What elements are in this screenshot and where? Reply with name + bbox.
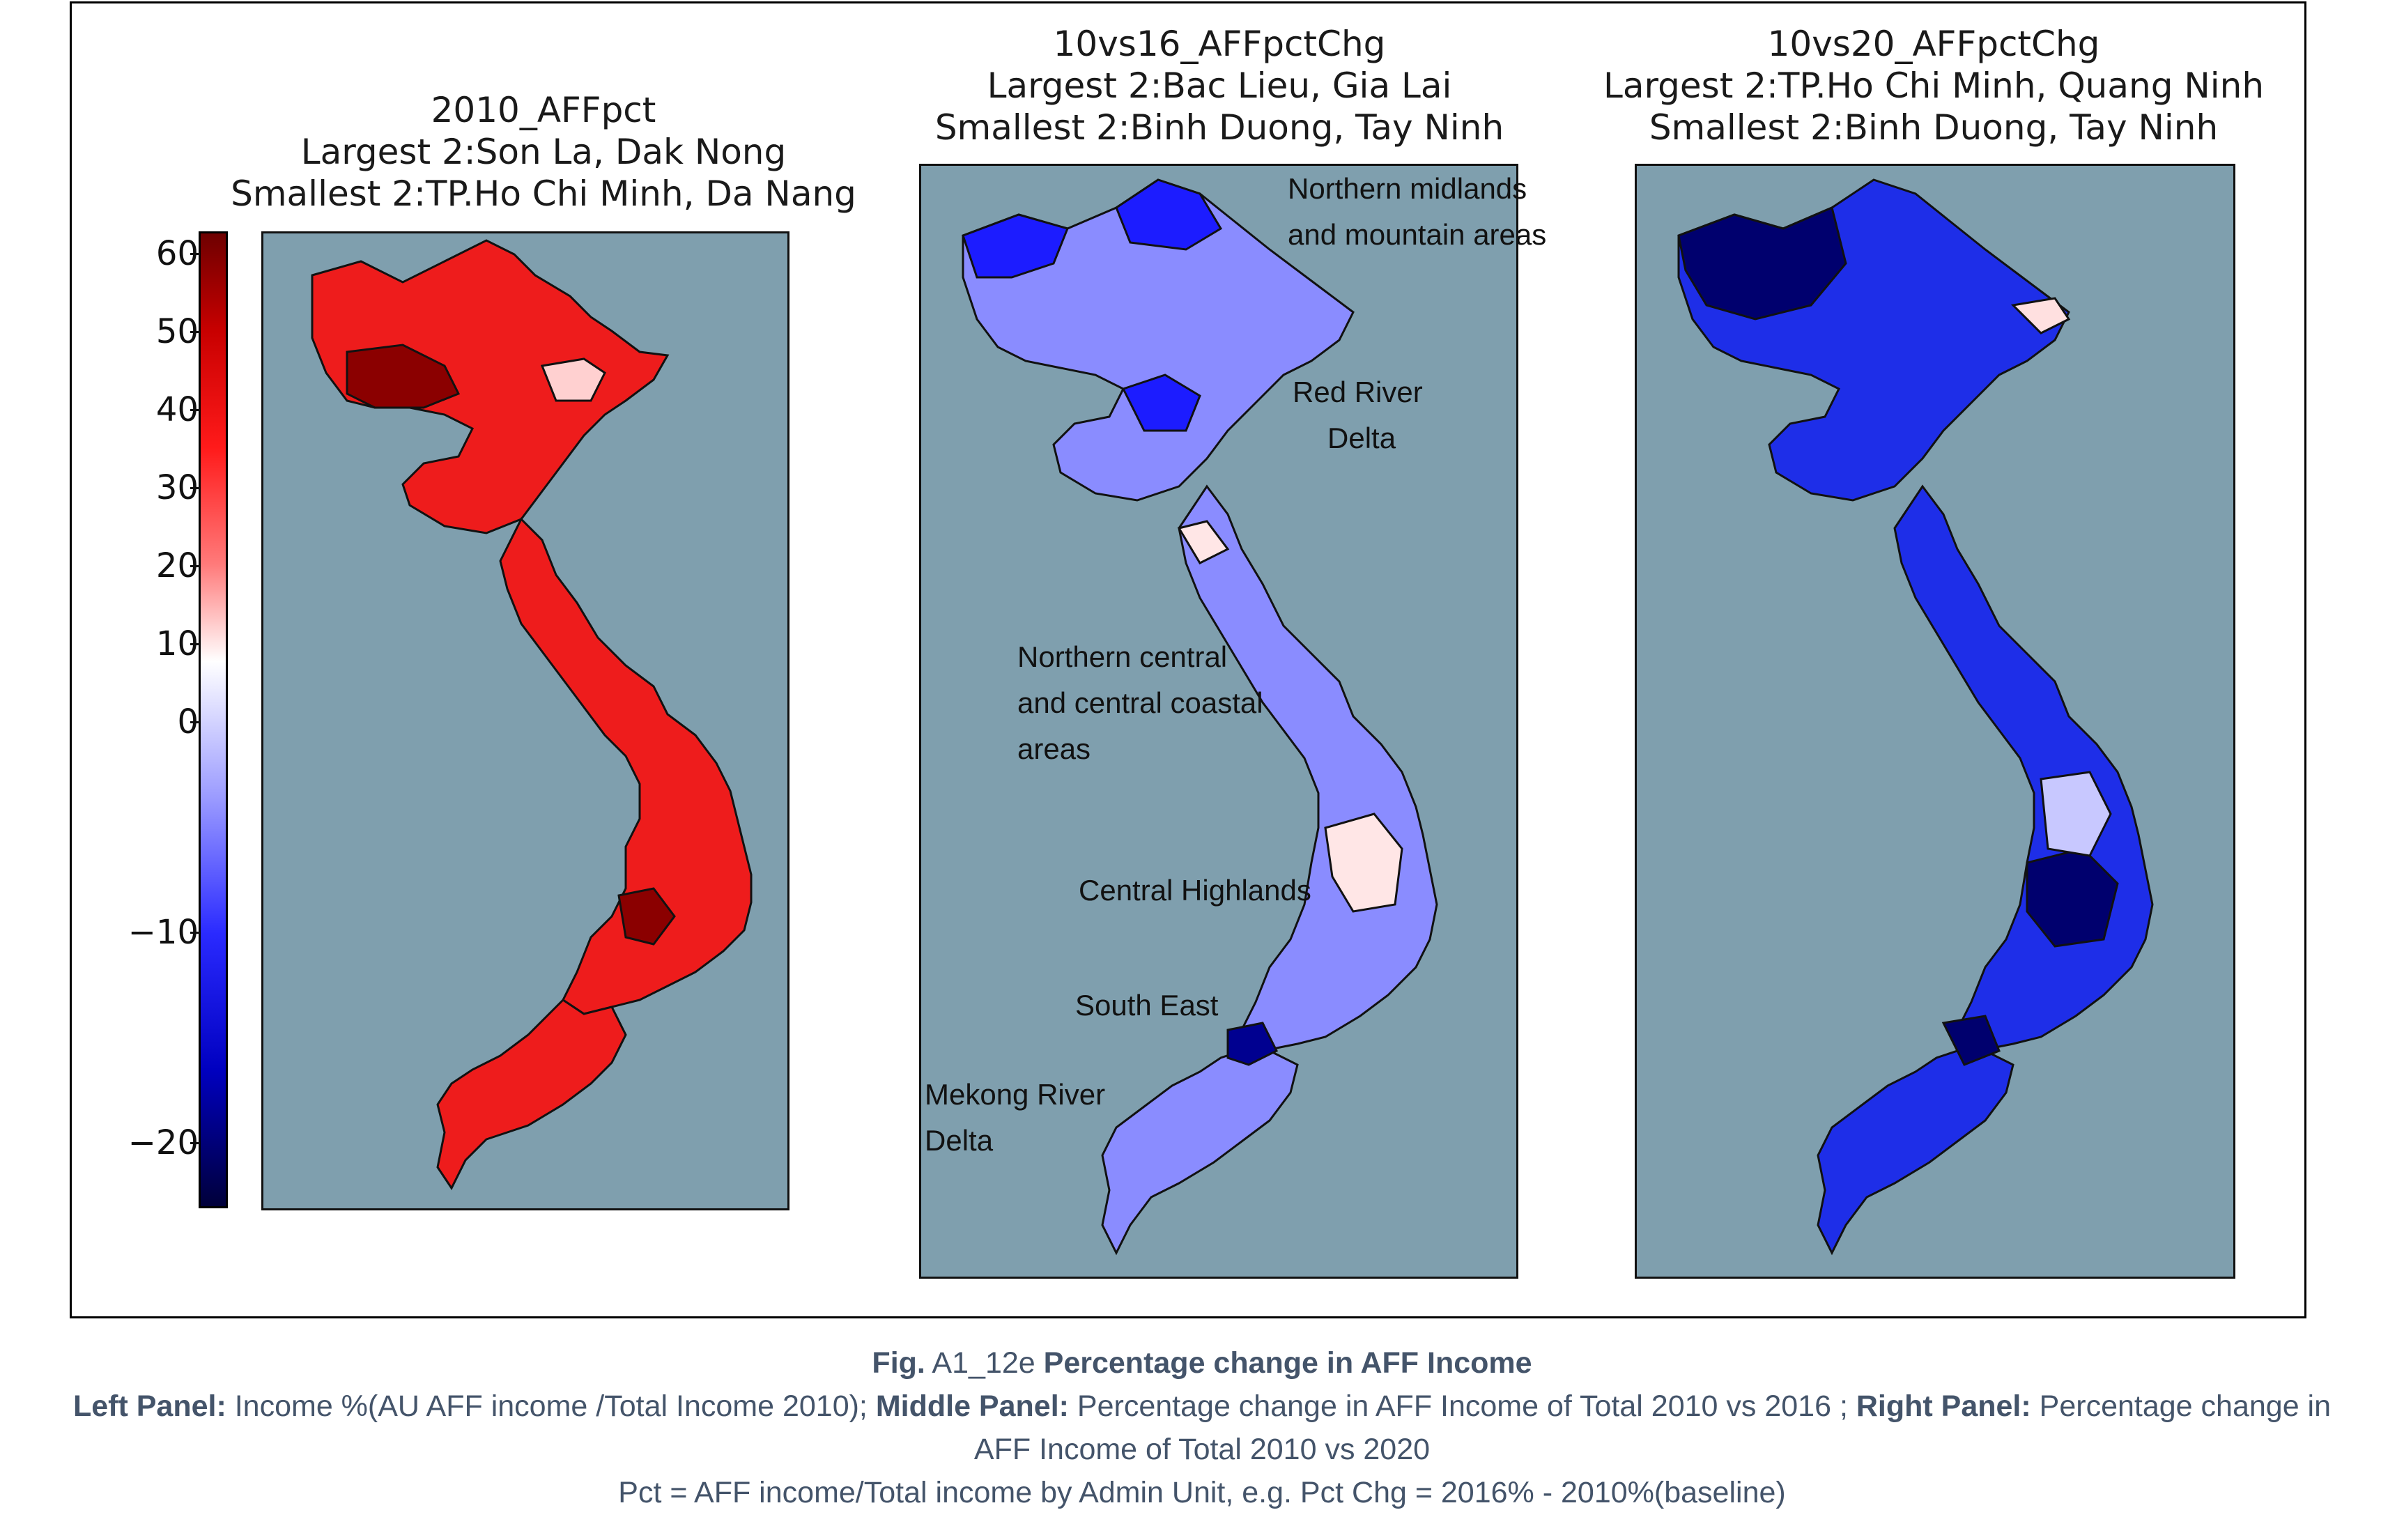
right-title-line2: Largest 2:TP.Ho Chi Minh, Quang Ninh: [1603, 66, 2265, 106]
thanh-hoa-blue: [1121, 374, 1201, 432]
binh-duong-dark: [1226, 1022, 1279, 1066]
middle-map-svg: [962, 178, 1438, 1256]
label-red-river-delta: Red River Delta: [1293, 376, 1423, 454]
nghe-an-light: [1177, 520, 1230, 564]
colorbar-tick: −10: [105, 913, 200, 952]
colorbar-tick: 10: [105, 624, 200, 663]
middle-title-line3: Smallest 2:Binh Duong, Tay Ninh: [934, 107, 1504, 148]
right-title-line1: 10vs20_AFFpctChg: [1767, 24, 2100, 64]
northwest-dark: [1677, 206, 1847, 321]
son-la-highlight: [346, 344, 461, 409]
middle-title-line2: Largest 2:Bac Lieu, Gia Lai: [987, 66, 1452, 106]
figure-caption: Fig. A1_12e Percentage change in AFF Inc…: [0, 1341, 2404, 1514]
left-title-line3: Smallest 2:TP.Ho Chi Minh, Da Nang: [231, 174, 856, 214]
caption-title-line: Fig. A1_12e Percentage change in AFF Inc…: [872, 1346, 1532, 1380]
right-map-panel: [1635, 164, 2235, 1279]
vietnam-south-shape: [1817, 1049, 2014, 1256]
left-map-panel: [261, 231, 789, 1210]
colorbar-tick: −20: [105, 1123, 200, 1162]
left-title-line1: 2010_AFFpct: [431, 90, 656, 130]
vietnam-central-shape: [1893, 484, 2154, 1052]
gia-lai-light: [2040, 771, 2112, 857]
caption-panels-line: Left Panel: Income %(AU AFF income /Tota…: [72, 1389, 2332, 1423]
colorbar-tick: 60: [105, 234, 200, 273]
left-map-svg: [311, 239, 753, 1190]
gia-lai-light: [1324, 813, 1403, 913]
colorbar-tick: 30: [105, 468, 200, 507]
right-panel-title: 10vs20_AFFpctChg Largest 2:TP.Ho Chi Min…: [1568, 23, 2299, 148]
red-river-light: [540, 357, 606, 402]
colorbar-tick: 20: [105, 546, 200, 585]
colorbar-tick: 0: [105, 702, 200, 741]
vietnam-central-shape: [499, 517, 753, 1015]
middle-map-panel: [919, 164, 1518, 1279]
figure-frame: [70, 1, 2306, 1318]
label-northern-central: Northern central and central coastal are…: [1017, 640, 1263, 765]
caption-formula: Pct = AFF income/Total income by Admin U…: [618, 1476, 1786, 1509]
label-south-east: South East: [1075, 989, 1219, 1022]
colorbar: [199, 231, 228, 1208]
left-title-line2: Largest 2:Son La, Dak Nong: [300, 132, 787, 172]
label-mekong-river-delta: Mekong River Delta: [925, 1078, 1106, 1157]
vietnam-south-shape: [436, 999, 627, 1190]
colorbar-tick: 40: [105, 390, 200, 429]
middle-title-line1: 10vs16_AFFpctChg: [1053, 24, 1386, 64]
left-panel-title: 2010_AFFpct Largest 2:Son La, Dak Nong S…: [181, 89, 906, 215]
vietnam-north-shape: [962, 178, 1355, 502]
vietnam-central-shape: [1178, 484, 1438, 1052]
northern-border-blue: [1115, 178, 1223, 251]
right-title-line3: Smallest 2:Binh Duong, Tay Ninh: [1649, 107, 2219, 148]
quang-ninh-light: [2010, 297, 2071, 334]
dak-nong-highlight: [617, 887, 676, 946]
caption-panels-line-cont: AFF Income of Total 2010 vs 2020: [973, 1433, 1431, 1466]
middle-panel-title: 10vs16_AFFpctChg Largest 2:Bac Lieu, Gia…: [857, 23, 1582, 148]
vietnam-north-shape: [311, 239, 670, 534]
southeast-dark: [1941, 1015, 2001, 1066]
vietnam-south-shape: [1101, 1049, 1299, 1256]
colorbar-tick: 50: [105, 312, 200, 351]
label-northern-midlands: Northern midlands and mountain areas: [1288, 172, 1547, 251]
northwest-blue: [962, 213, 1070, 279]
right-map-svg: [1677, 178, 2154, 1256]
label-central-highlands: Central Highlands: [1079, 874, 1311, 907]
